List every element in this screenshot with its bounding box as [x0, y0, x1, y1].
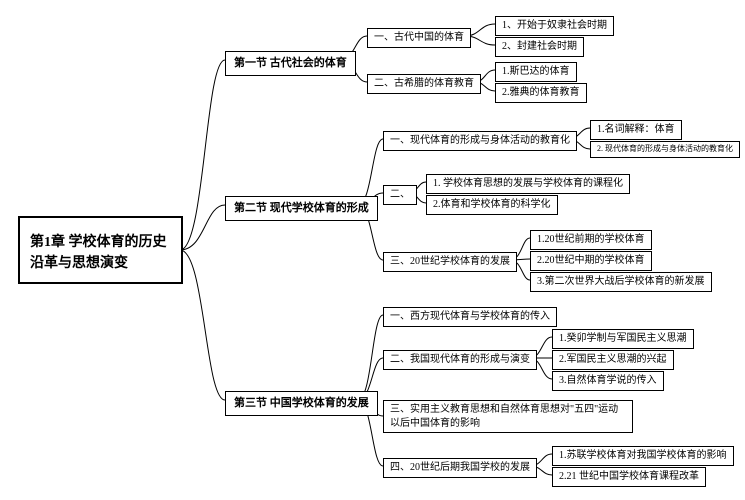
- s2-a: 一、现代体育的形成与身体活动的教育化: [383, 131, 577, 151]
- s3-b-3: 3.自然体育学说的传入: [552, 371, 664, 391]
- s3-b-2: 2.军国民主义思潮的兴起: [552, 350, 674, 370]
- s1-a-2: 2、封建社会时期: [495, 37, 584, 57]
- s2-c: 三、20世纪学校体育的发展: [383, 252, 517, 272]
- s3-d: 四、20世纪后期我国学校的发展: [383, 458, 537, 478]
- s3-d-2: 2.21 世纪中国学校体育课程改革: [552, 467, 706, 487]
- section-3: 第三节 中国学校体育的发展: [225, 391, 378, 416]
- s1-b-2: 2.雅典的体育教育: [495, 83, 587, 103]
- s3-b-1: 1.癸卯学制与军国民主义思潮: [552, 329, 694, 349]
- s3-d-1: 1.苏联学校体育对我国学校体育的影响: [552, 446, 734, 466]
- s1-a: 一、古代中国的体育: [367, 28, 471, 48]
- s2-c-1: 1.20世纪前期的学校体育: [530, 230, 652, 250]
- s1-b-1: 1.斯巴达的体育: [495, 62, 577, 82]
- section-2: 第二节 现代学校体育的形成: [225, 196, 378, 221]
- root-node: 第1章 学校体育的历史沿革与思想演变: [18, 216, 183, 284]
- s2-a-2: 2. 现代体育的形成与身体活动的教育化: [590, 141, 740, 158]
- section-1: 第一节 古代社会的体育: [225, 51, 356, 76]
- s2-b-2: 2.体育和学校体育的科学化: [426, 195, 558, 215]
- s2-b-1: 1. 学校体育思想的发展与学校体育的课程化: [426, 174, 630, 194]
- s1-a-1: 1、开始于奴隶社会时期: [495, 16, 614, 36]
- s1-b: 二、古希腊的体育教育: [367, 74, 481, 94]
- s3-c: 三、实用主义教育思想和自然体育思想对"五四"运动以后中国体育的影响: [383, 400, 633, 433]
- s2-c-3: 3.第二次世界大战后学校体育的新发展: [530, 272, 712, 292]
- s2-b: 二、: [383, 185, 417, 205]
- s2-c-2: 2.20世纪中期的学校体育: [530, 251, 652, 271]
- s2-a-1: 1.名词解释：体育: [590, 120, 682, 140]
- s3-a: 一、西方现代体育与学校体育的传入: [383, 307, 557, 327]
- s3-b: 二、我国现代体育的形成与演变: [383, 350, 537, 370]
